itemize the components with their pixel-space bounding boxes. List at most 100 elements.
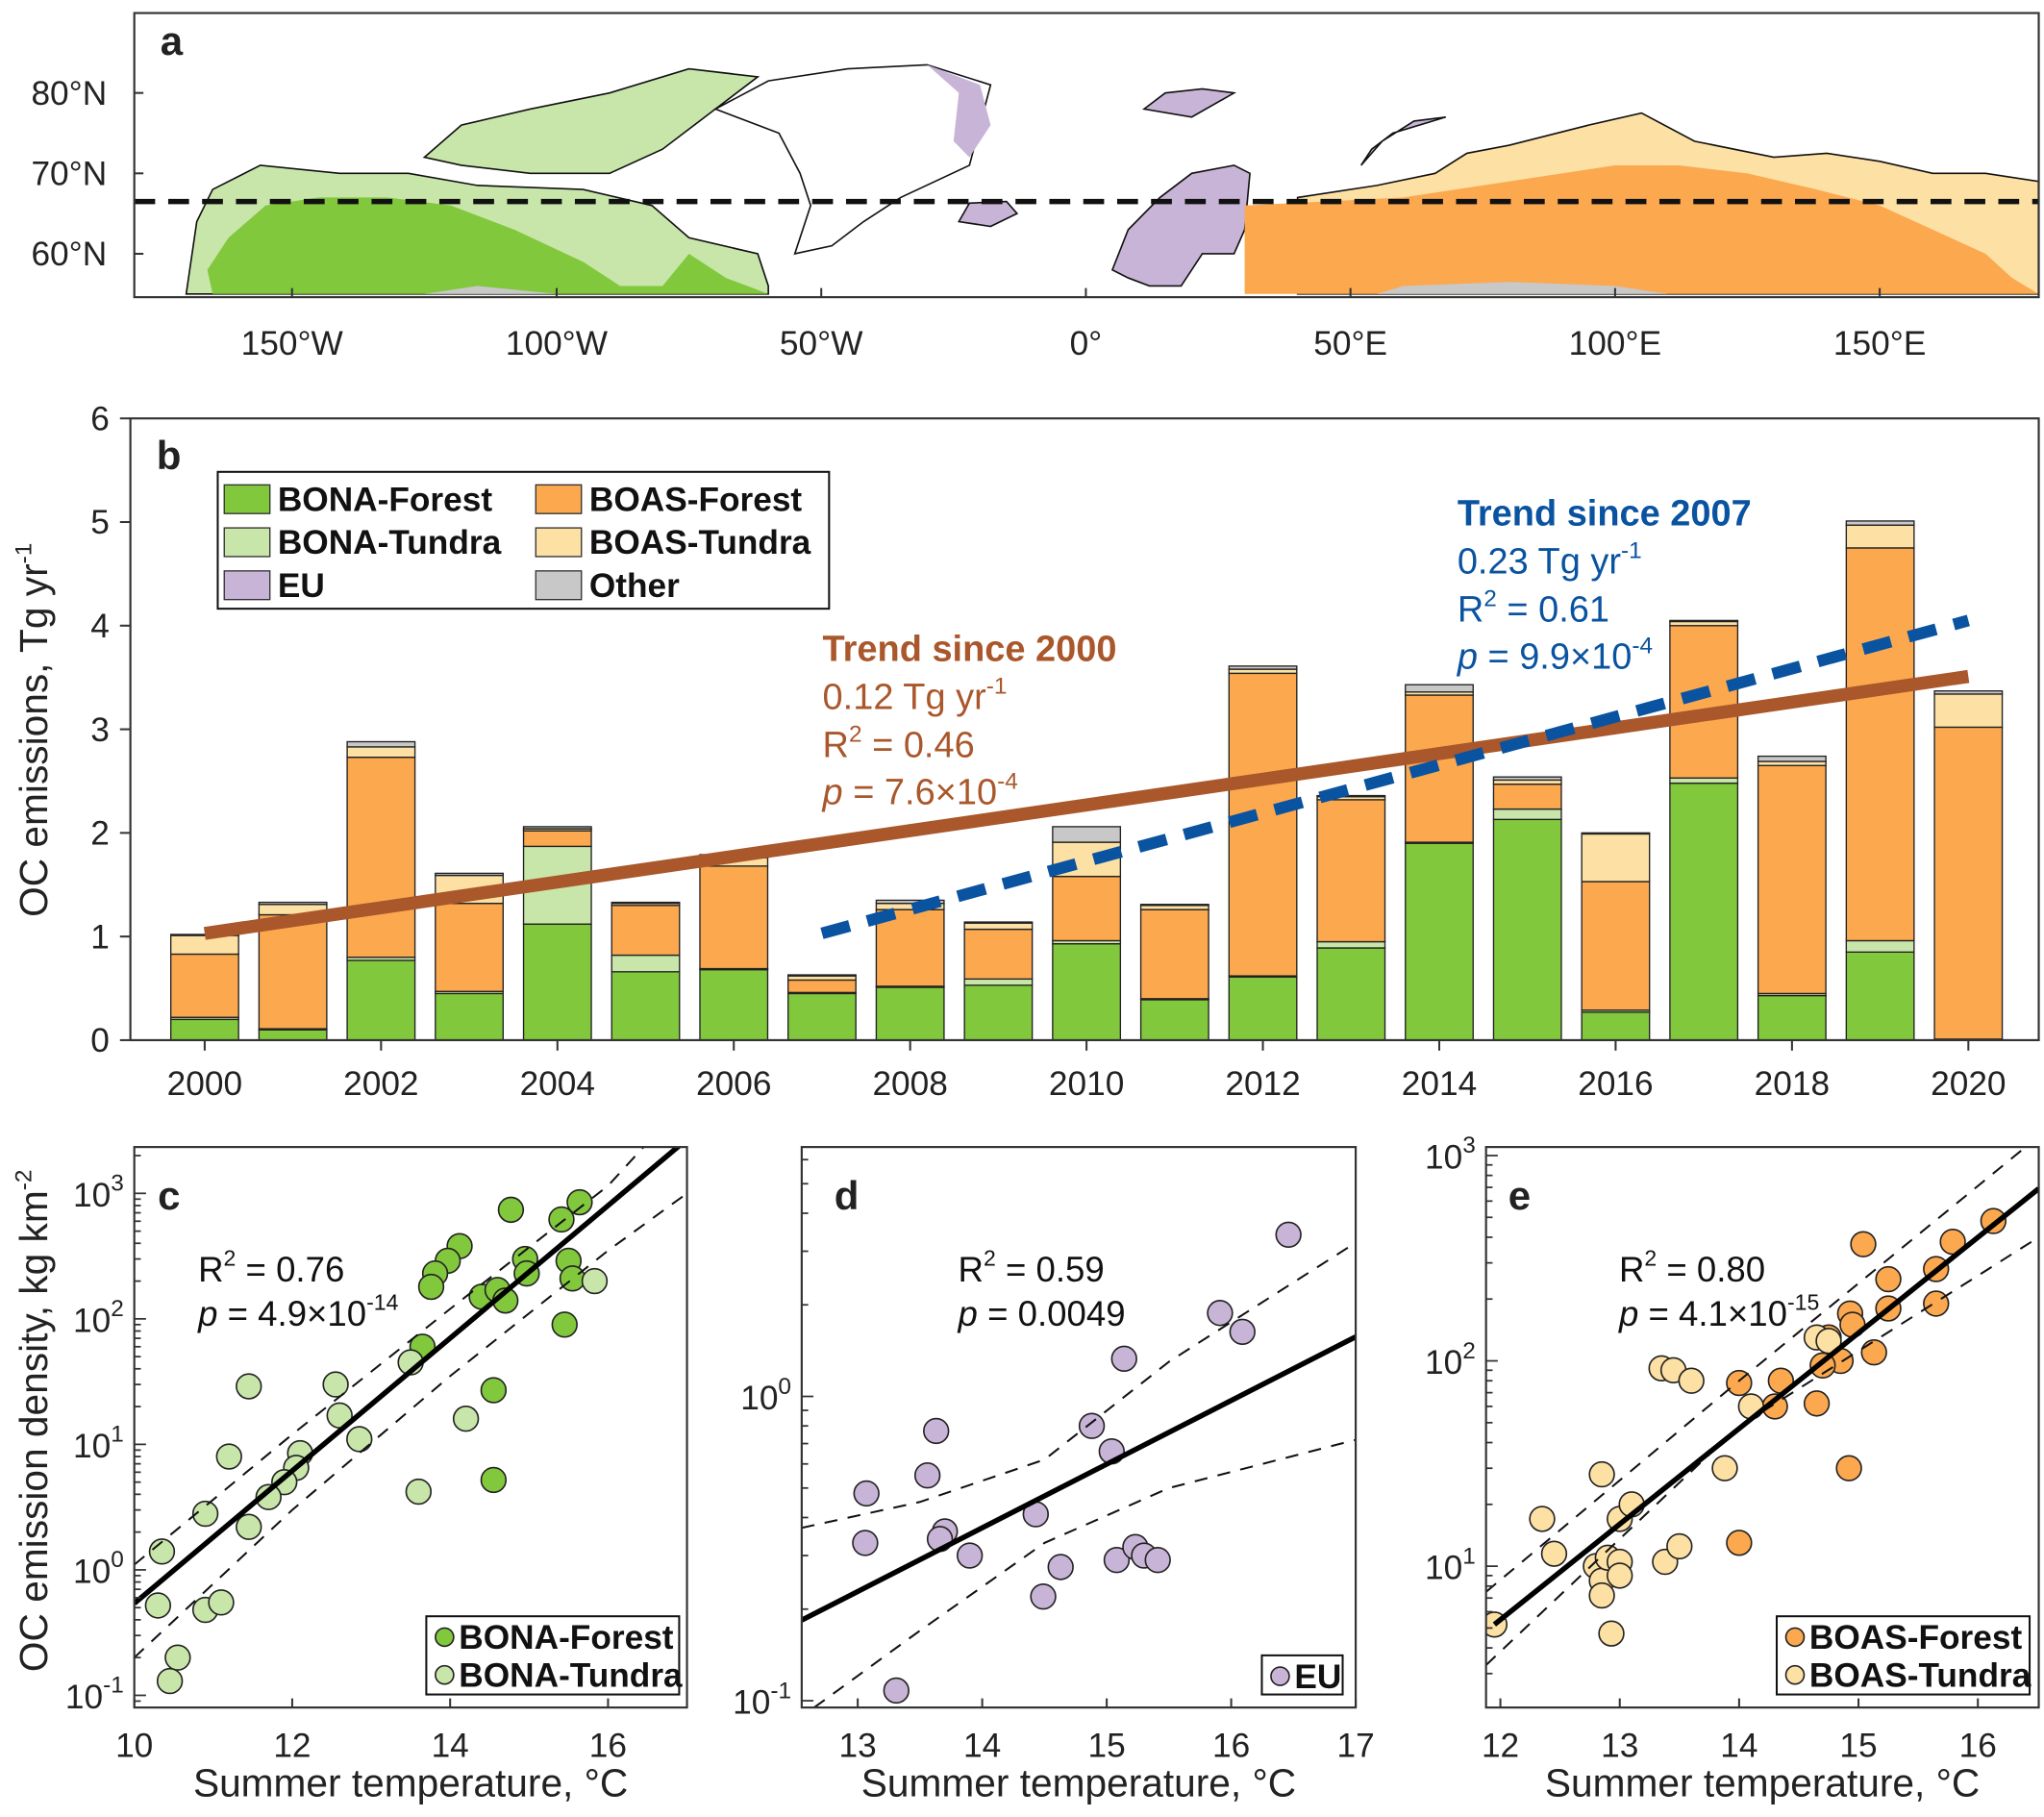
y-tick-label-d: 100 bbox=[740, 1374, 791, 1417]
svg-text:p = 9.9×10-4: p = 9.9×10-4 bbox=[1457, 633, 1653, 677]
point-bona-tundra bbox=[236, 1513, 262, 1540]
y-tick-exponent: 0 bbox=[778, 1374, 791, 1400]
bar-bona-forest-2016 bbox=[1581, 1011, 1651, 1041]
y-tick-label-c: 100 bbox=[73, 1547, 124, 1590]
bar-bona-forest-2012 bbox=[1228, 976, 1298, 1041]
bar-bona-forest-2004 bbox=[522, 923, 592, 1041]
point-bona-tundra bbox=[452, 1406, 480, 1432]
y-tick-label-e: 101 bbox=[1425, 1543, 1476, 1586]
region-boas-forest bbox=[1244, 164, 2039, 294]
x-tick-label-b: 2000 bbox=[167, 1065, 242, 1103]
point-bona-forest bbox=[551, 1311, 578, 1338]
point-eu bbox=[956, 1542, 984, 1569]
y-tick-base: 10 bbox=[733, 1684, 770, 1722]
legend-label-bona-tundra: BONA-Tundra bbox=[278, 524, 502, 561]
x-tick-label-b: 2020 bbox=[1931, 1065, 2006, 1103]
bar-other-2009 bbox=[963, 921, 1034, 924]
y-tick-exponent: -1 bbox=[770, 1678, 791, 1704]
frame-e bbox=[1484, 1146, 2040, 1709]
bar-bona-forest-2000 bbox=[169, 1018, 239, 1041]
x-tick-label-b: 2010 bbox=[1049, 1065, 1124, 1103]
y-tick-exponent: 0 bbox=[111, 1547, 124, 1573]
plot-area-d bbox=[801, 1221, 1357, 1708]
panel-label-b: b bbox=[157, 433, 182, 478]
bar-bona-forest-2017 bbox=[1669, 782, 1739, 1041]
y-tick-exponent: -1 bbox=[103, 1673, 124, 1699]
region-eu-svalbard bbox=[1141, 87, 1237, 118]
r-squared-c: R2 = 0.76 bbox=[198, 1245, 344, 1288]
point-bona-forest bbox=[417, 1273, 445, 1301]
y-tick-base: 10 bbox=[1425, 1550, 1462, 1587]
svg-text:Trend since 2007: Trend since 2007 bbox=[1458, 493, 1752, 534]
bar-other-2001 bbox=[258, 901, 328, 906]
point-bona-tundra bbox=[346, 1426, 373, 1453]
region-other-bona bbox=[424, 286, 557, 294]
point-bona-tundra bbox=[581, 1267, 609, 1295]
y-tick-base: 10 bbox=[1425, 1344, 1462, 1381]
frame-c bbox=[133, 1146, 688, 1709]
point-boas-tundra bbox=[1588, 1581, 1615, 1609]
bar-bona-forest-2014 bbox=[1405, 842, 1474, 1041]
svg-text:Trend since 2000: Trend since 2000 bbox=[823, 629, 1117, 669]
x-tick-label-b: 2004 bbox=[520, 1065, 595, 1103]
bar-other-2008 bbox=[875, 899, 945, 905]
y-tick-exponent: 3 bbox=[111, 1171, 124, 1197]
r2-value: = 0.59 bbox=[996, 1250, 1105, 1289]
r2-sup: 2 bbox=[984, 1245, 996, 1270]
y-tick-base: 10 bbox=[73, 1553, 111, 1590]
bar-other-2007 bbox=[787, 974, 857, 977]
fit-line-d bbox=[801, 1334, 1357, 1623]
bar-bona-forest-2011 bbox=[1139, 999, 1209, 1041]
y-tick-exponent: 2 bbox=[111, 1296, 124, 1322]
y-tick-label-b: 0 bbox=[90, 1022, 110, 1059]
r-squared-d: R2 = 0.59 bbox=[959, 1245, 1105, 1288]
x-tick-label-d: 17 bbox=[1336, 1728, 1374, 1765]
panel-label-a: a bbox=[161, 18, 184, 63]
y-tick-base: 10 bbox=[65, 1679, 103, 1716]
y-tick-label-c: 103 bbox=[73, 1171, 124, 1214]
map-lon-label: 100°E bbox=[1569, 325, 1661, 362]
y-axis-label-c: OC emission density, kg km-2 bbox=[12, 1170, 56, 1673]
bar-other-2016 bbox=[1581, 832, 1651, 835]
x-tick-label-c: 12 bbox=[273, 1728, 311, 1765]
legend-label-eu: EU bbox=[278, 567, 325, 605]
point-bona-tundra bbox=[208, 1589, 235, 1616]
bar-boas-tundra-2009 bbox=[963, 922, 1034, 931]
x-tick-label-e: 14 bbox=[1720, 1728, 1757, 1765]
bar-other-2018 bbox=[1757, 755, 1827, 762]
point-boas-tundra bbox=[1666, 1532, 1693, 1560]
point-eu bbox=[1030, 1582, 1057, 1610]
map-lon-label: 100°W bbox=[506, 325, 609, 362]
x-axis-label-e: Summer temperature, °C bbox=[1545, 1760, 1980, 1805]
svg-text:R2 = 0.46: R2 = 0.46 bbox=[823, 721, 975, 765]
ci-upper-line-d bbox=[801, 1241, 1357, 1530]
point-eu bbox=[1047, 1554, 1074, 1581]
region-eu-scandinavia bbox=[1110, 164, 1251, 287]
bar-boas-forest-2008 bbox=[875, 908, 945, 987]
point-bona-tundra bbox=[215, 1443, 242, 1470]
bar-boas-forest-2020 bbox=[1933, 726, 2004, 1040]
legend-label-other: Other bbox=[589, 567, 680, 605]
bar-boas-tundra-2000 bbox=[169, 934, 239, 956]
point-boas-forest bbox=[1835, 1455, 1862, 1481]
bar-boas-forest-2001 bbox=[258, 913, 328, 1030]
r2-value: = 0.76 bbox=[236, 1250, 344, 1289]
bar-bona-tundra-2009 bbox=[963, 978, 1034, 986]
x-tick-label-b: 2008 bbox=[872, 1065, 947, 1103]
legend-swatch-boas-tundra bbox=[535, 527, 583, 558]
x-axis-label-d: Summer temperature, °C bbox=[861, 1760, 1296, 1805]
x-tick-label-e: 15 bbox=[1839, 1728, 1877, 1765]
x-tick-label-b: 2016 bbox=[1578, 1065, 1653, 1103]
plot-area-c bbox=[134, 1147, 687, 1695]
bar-bona-forest-2015 bbox=[1492, 818, 1562, 1041]
p-symbol: p bbox=[1618, 1294, 1638, 1333]
bar-boas-forest-2004 bbox=[522, 830, 592, 848]
point-bona-tundra bbox=[255, 1483, 282, 1510]
point-eu bbox=[883, 1677, 910, 1705]
ci-upper-line-e bbox=[1485, 1147, 2027, 1593]
bar-bona-forest-2013 bbox=[1316, 947, 1386, 1041]
bar-boas-forest-2015 bbox=[1492, 784, 1562, 810]
point-boas-tundra bbox=[1678, 1367, 1705, 1394]
